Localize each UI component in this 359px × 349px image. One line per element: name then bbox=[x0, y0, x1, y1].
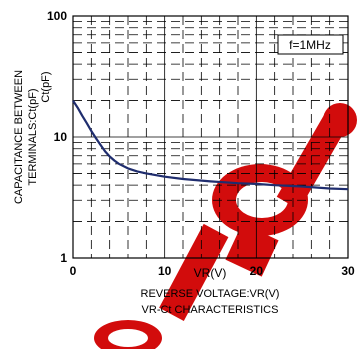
y-axis-title-line2: TERMINALS:Ct(pF) bbox=[27, 88, 39, 185]
series-line bbox=[72, 99, 349, 191]
grid-lines bbox=[73, 16, 348, 258]
y-tick-label: 1 bbox=[60, 251, 67, 265]
x-tick-label: 20 bbox=[250, 264, 264, 278]
x-tick-label: 10 bbox=[158, 264, 172, 278]
y-tick-label: 100 bbox=[47, 9, 67, 23]
x-tick-label: 0 bbox=[70, 264, 77, 278]
annotation-text: f=1MHz bbox=[289, 38, 331, 52]
x-tick-label: 30 bbox=[341, 264, 355, 278]
caption-line2: VR-Ct CHARACTERISTICS bbox=[142, 304, 279, 316]
x-axis-title: VR(V) bbox=[194, 266, 227, 280]
y-tick-label: 10 bbox=[54, 130, 68, 144]
annotation-box bbox=[277, 34, 344, 55]
caption-line1: REVERSE VOLTAGE:VR(V) bbox=[141, 288, 280, 300]
tick-labels: 0 10 20 30 1 10 100 bbox=[47, 9, 355, 278]
series-layer bbox=[72, 99, 349, 191]
y-axis-title-line1: CAPACITANCE BETWEEN bbox=[13, 70, 25, 204]
y-axis-title-extra: Ct(pF) bbox=[40, 71, 52, 102]
